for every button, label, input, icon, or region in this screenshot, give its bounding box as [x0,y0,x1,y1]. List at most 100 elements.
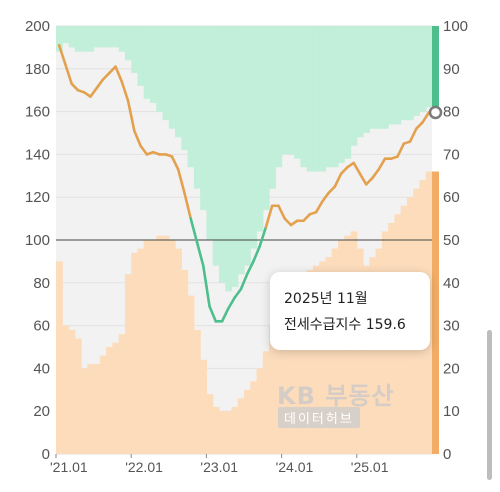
supply-bar-3 [74,338,82,454]
demand-bar-27 [225,26,233,292]
supply-bar-20 [181,269,189,454]
line-segment-56 [408,127,418,143]
supply-bar-33 [262,351,270,454]
demand-bar-17 [162,26,170,121]
supply-bar-42 [319,261,327,454]
line-segment-48 [358,172,368,186]
line-segment-31 [252,245,261,263]
line-segment-23 [201,264,211,308]
line-segment-36 [283,217,293,227]
demand-bar-43 [325,26,333,168]
y-left-tick-9: 180 [25,61,50,78]
supply-bar-16 [156,235,164,454]
demand-bar-22 [193,26,201,189]
supply-bar-37 [287,287,295,454]
supply-bar-28 [231,406,239,454]
demand-bar-9 [112,26,120,48]
demand-bar-1 [62,26,70,44]
latest-demand-bar [432,26,439,108]
demand-bar-52 [381,26,389,129]
supply-bar-38 [294,282,301,454]
supply-bar-4 [81,368,88,454]
demand-bar-23 [200,26,207,211]
y-left-tick-3: 60 [33,318,50,335]
line-segment-50 [371,168,381,180]
x-tick-4: '25.01 [351,459,389,475]
supply-bar-18 [168,240,176,454]
y-right-tick-0: 0 [443,446,451,463]
demand-bar-8 [106,26,113,48]
demand-bar-38 [294,26,301,159]
demand-bar-55 [400,26,408,121]
supply-bar-31 [250,381,258,454]
line-segment-24 [208,305,218,323]
demand-bar-32 [256,26,264,232]
demand-bar-35 [275,26,283,168]
y-left-tick-10: 200 [25,18,50,35]
demand-bar-51 [375,26,383,129]
supply-bar-14 [143,240,151,454]
demand-bar-36 [281,26,289,155]
demand-bar-56 [406,26,414,121]
supply-bar-49 [363,265,370,454]
demand-bar-31 [250,26,258,249]
demand-bar-29 [237,26,245,275]
supply-bar-27 [225,411,233,454]
demand-bar-58 [419,26,427,112]
supply-bar-19 [175,248,182,454]
demand-bar-49 [363,26,370,133]
tooltip-value: 전세수급지수 159.6 [284,317,406,333]
line-segment-6 [95,78,105,90]
line-segment-58 [421,111,431,124]
demand-bar-12 [131,26,139,74]
y-left-tick-7: 140 [25,146,50,163]
supply-bar-44 [331,248,339,454]
demand-bar-4 [81,26,88,52]
line-segment-5 [89,86,99,98]
line-segment-26 [220,307,230,323]
data-tooltip: 2025년 11월 전세수급지수 159.6 [270,272,430,350]
line-segment-49 [364,176,374,186]
demand-bar-57 [413,26,421,116]
demand-bar-42 [319,26,327,172]
demand-bar-26 [218,26,226,283]
y-left-tick-6: 120 [25,189,50,206]
y-right-tick-2: 20 [443,360,460,377]
y-left-tick-0: 0 [42,446,50,463]
demand-bar-11 [124,26,132,61]
line-segment-39 [302,213,312,223]
supply-bar-48 [356,248,364,454]
supply-bar-30 [244,389,251,454]
demand-bar-14 [143,26,151,99]
demand-bar-39 [300,26,308,168]
y-left-tick-2: 40 [33,360,50,377]
demand-bar-41 [312,26,320,172]
demand-bar-34 [269,26,276,189]
y-left-tick-5: 100 [25,232,50,249]
demand-bar-13 [137,26,145,86]
demand-bar-44 [331,26,339,168]
supply-bar-26 [218,411,226,454]
supply-bar-8 [106,347,113,454]
demand-bar-33 [262,26,270,211]
supply-bar-5 [87,364,95,454]
line-segment-8 [107,65,117,75]
demand-bar-40 [306,26,314,172]
scrollbar[interactable] [487,330,492,480]
supply-bar-29 [237,398,245,454]
y-right-tick-5: 50 [443,232,460,249]
line-segment-18 [170,155,180,171]
supply-bar-22 [193,329,201,454]
line-segment-45 [339,165,349,175]
demand-bar-46 [344,26,352,159]
demand-bar-24 [206,26,214,240]
demand-bar-18 [168,26,176,129]
y-right-tick-7: 70 [443,146,460,163]
line-segment-29 [239,272,249,291]
demand-bar-15 [150,26,157,104]
latest-supply-bar [432,171,439,454]
demand-bar-5 [87,26,95,52]
line-segment-22 [195,240,205,267]
supply-bar-11 [124,274,132,454]
